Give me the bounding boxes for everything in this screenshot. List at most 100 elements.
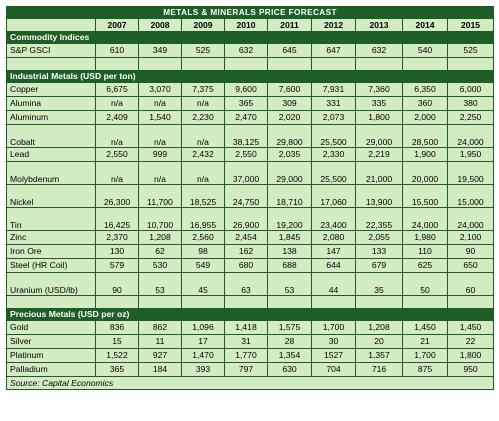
value-cell: 1,700 (311, 320, 356, 335)
value-cell: 1,980 (402, 230, 448, 245)
value-cell: n/a (181, 161, 225, 185)
empty-cell (138, 57, 182, 71)
value-cell: 29,000 (355, 124, 403, 148)
value-cell: 1,770 (224, 348, 268, 363)
value-cell: 797 (224, 362, 268, 377)
value-cell: 530 (138, 258, 182, 273)
value-cell: 1,700 (402, 348, 448, 363)
value-cell: 1,418 (224, 320, 268, 335)
value-cell: 7,360 (355, 82, 403, 97)
empty-cell (355, 295, 403, 309)
value-cell: 1,096 (181, 320, 225, 335)
value-cell: 716 (355, 362, 403, 377)
value-cell: 22,355 (355, 207, 403, 231)
value-cell: 30 (311, 334, 356, 349)
value-cell: 21 (402, 334, 448, 349)
row-label: Silver (6, 334, 96, 349)
value-cell: 35 (355, 272, 403, 296)
section-spacer-row (6, 295, 495, 309)
value-cell: 1,800 (446, 348, 495, 363)
value-cell: 11,700 (138, 184, 182, 208)
year-header-blank (6, 18, 96, 32)
value-cell: 2,230 (181, 110, 225, 125)
empty-cell (6, 57, 96, 71)
value-cell: 2,330 (311, 147, 356, 162)
value-cell: 1,540 (138, 110, 182, 125)
value-cell: 7,931 (311, 82, 356, 97)
empty-cell (224, 295, 268, 309)
source-note: Source: Capital Economics (5, 376, 495, 390)
value-cell: 17 (181, 334, 225, 349)
value-cell: 999 (138, 147, 182, 162)
value-cell: 53 (138, 272, 182, 296)
value-cell: 25,500 (311, 161, 356, 185)
empty-cell (311, 57, 356, 71)
value-cell: 24,750 (224, 184, 268, 208)
row-label: Zinc (6, 230, 96, 245)
value-cell: 29,800 (267, 124, 312, 148)
year-header-2014: 2014 (402, 18, 448, 32)
price-forecast-table: METALS & MINERALS PRICE FORECAST 2007 200… (5, 6, 495, 390)
value-cell: 23,400 (311, 207, 356, 231)
value-cell: 680 (224, 258, 268, 273)
row-label: Platinum (6, 348, 96, 363)
value-cell: 7,600 (267, 82, 312, 97)
value-cell: 360 (402, 96, 448, 111)
price-forecast-table-container: METALS & MINERALS PRICE FORECAST 2007 200… (5, 6, 495, 390)
value-cell: 110 (402, 244, 448, 259)
value-cell: 98 (181, 244, 225, 259)
value-cell: 704 (311, 362, 356, 377)
table-row: Platinum 1,522 927 1,470 1,770 1,354 1527 1,357… (6, 348, 495, 363)
value-cell: 335 (355, 96, 403, 111)
value-cell: 15,000 (446, 184, 495, 208)
value-cell: 162 (224, 244, 268, 259)
row-label: Lead (6, 147, 96, 162)
table-row: Palladium 365 184 393 797 630 704 716 875 950 (6, 362, 495, 377)
value-cell: 9,600 (224, 82, 268, 97)
table-row: Alumina n/a n/a n/a 365 309 331 335 360 380 (6, 96, 495, 111)
table-row: Molybdenum n/a n/a n/a 37,000 29,000 25,500 21,… (6, 161, 495, 185)
value-cell: 20 (355, 334, 403, 349)
value-cell: 2,055 (355, 230, 403, 245)
value-cell: 2,073 (311, 110, 356, 125)
value-cell: 10,700 (138, 207, 182, 231)
value-cell: 147 (311, 244, 356, 259)
value-cell: 2,219 (355, 147, 403, 162)
value-cell: 365 (95, 362, 139, 377)
value-cell: 1,800 (355, 110, 403, 125)
year-header-2012: 2012 (311, 18, 356, 32)
empty-cell (402, 295, 448, 309)
value-cell: 644 (311, 258, 356, 273)
section-heading-row: Industrial Metals (USD per ton) (5, 70, 495, 83)
row-label: S&P GSCI (6, 43, 96, 58)
value-cell: 37,000 (224, 161, 268, 185)
value-cell: 11 (138, 334, 182, 349)
year-header-2013: 2013 (355, 18, 403, 32)
value-cell: 1,450 (402, 320, 448, 335)
table-row: Silver 15 11 17 31 28 30 20 21 22 (6, 334, 495, 349)
table-title-row: METALS & MINERALS PRICE FORECAST (5, 6, 495, 19)
value-cell: 1,208 (138, 230, 182, 245)
value-cell: 309 (267, 96, 312, 111)
row-label: Gold (6, 320, 96, 335)
table-row: Uranium (USD/lb) 90 53 45 63 53 44 35 50 60 (6, 272, 495, 296)
empty-cell (181, 57, 225, 71)
value-cell: 2,409 (95, 110, 139, 125)
year-header-2008: 2008 (138, 18, 182, 32)
value-cell: 650 (446, 258, 495, 273)
value-cell: 2,470 (224, 110, 268, 125)
table-row: Tin 16,425 10,700 16,955 26,900 19,200 23,400 2… (6, 207, 495, 231)
table-row: Zinc 2,370 1,208 2,560 2,454 1,845 2,080 2,055 1… (6, 230, 495, 245)
section-heading-row: Precious Metals (USD per oz) (5, 308, 495, 321)
value-cell: 927 (138, 348, 182, 363)
value-cell: 645 (267, 43, 312, 58)
value-cell: 18,710 (267, 184, 312, 208)
value-cell: 44 (311, 272, 356, 296)
value-cell: 2,432 (181, 147, 225, 162)
row-label: Copper (6, 82, 96, 97)
value-cell: 2,020 (267, 110, 312, 125)
value-cell: 579 (95, 258, 139, 273)
source-row: Source: Capital Economics (5, 376, 495, 390)
empty-cell (355, 57, 403, 71)
value-cell: 1,470 (181, 348, 225, 363)
